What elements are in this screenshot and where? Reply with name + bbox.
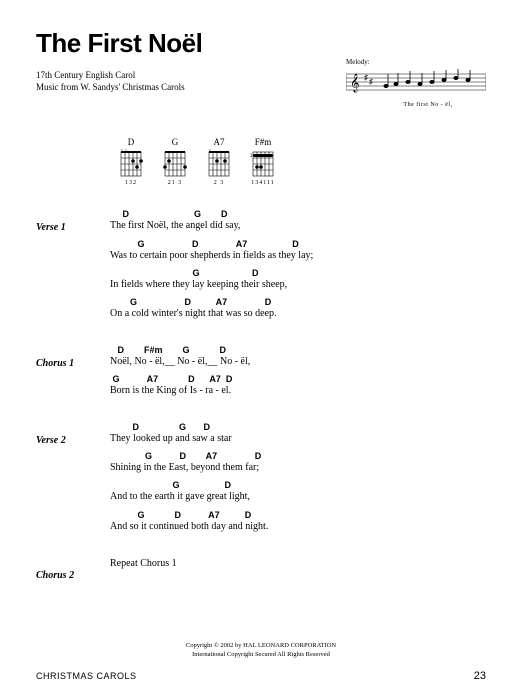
chord-row: G D (110, 269, 486, 279)
song-sections: Verse 1 D G DThe first Noël, the angel d… (36, 210, 486, 581)
chord-row: G A7 D A7 D (110, 375, 486, 385)
lyric-line: G D A7 DOn a cold winter's night that wa… (110, 298, 486, 319)
page-number: 23 (474, 670, 486, 682)
chord-diagram: G 21 3 (162, 137, 188, 186)
chord-row: G D A7 D (110, 452, 486, 462)
lyric-line: D F#m G DNoël, No - ël,__ No - ël,__ No … (110, 346, 486, 367)
lyrics-row: Shining in the East, beyond them far; (110, 462, 486, 474)
section-lines: D G DThey looked up and saw a star G D A… (110, 423, 486, 541)
chord-name: A7 (214, 137, 225, 147)
chord-row: G D (110, 481, 486, 491)
svg-text:𝄞: 𝄞 (350, 74, 359, 93)
song-section: Verse 1 D G DThe first Noël, the angel d… (36, 210, 486, 328)
chord-row: G D A7 D (110, 240, 486, 250)
footer-collection: CHRISTMAS CAROLS (36, 671, 137, 681)
chord-grid-icon: 2 (250, 149, 276, 179)
copyright-line-1: Copyright © 2002 by HAL LEONARD CORPORAT… (0, 642, 522, 651)
chord-diagram: F#m 2 134111 (250, 137, 276, 186)
lyric-line: G D A7 DShining in the East, beyond them… (110, 452, 486, 473)
section-label: Chorus 1 (36, 346, 110, 405)
lyrics-row: Repeat Chorus 1 (110, 558, 486, 570)
sheet-page: The First Noël 17th Century English Caro… (0, 0, 522, 696)
lyrics-row: On a cold winter's night that was so dee… (110, 308, 486, 320)
chord-name: D (128, 137, 135, 147)
song-title: The First Noël (36, 28, 486, 59)
chord-row: G D A7 D (110, 511, 486, 521)
chord-row: D F#m G D (110, 346, 486, 356)
svg-text:♯: ♯ (369, 77, 373, 86)
chord-fingering: 2 3 (214, 180, 225, 186)
lyrics-row: They looked up and saw a star (110, 433, 486, 445)
chord-name: G (172, 137, 179, 147)
lyric-line: G D A7 DAnd so it continued both day and… (110, 511, 486, 532)
svg-text:×: × (209, 149, 211, 152)
lyric-line: G A7 D A7 DBorn is the King of Is - ra -… (110, 375, 486, 396)
chord-row: G D A7 D (110, 298, 486, 308)
section-lines: Repeat Chorus 1 (110, 558, 486, 581)
chord-name: F#m (255, 137, 272, 147)
lyric-line: D G DThe first Noël, the angel did say, (110, 210, 486, 231)
section-label: Chorus 2 (36, 558, 110, 581)
song-section: Verse 2 D G DThey looked up and saw a st… (36, 423, 486, 541)
chord-fingering: 132 (125, 180, 137, 186)
lyric-line: G DAnd to the earth it gave great light, (110, 481, 486, 502)
chord-grid-icon: × (206, 149, 232, 179)
lyrics-row: Born is the King of Is - ra - el. (110, 385, 486, 397)
lyrics-row: And so it continued both day and night. (110, 521, 486, 533)
section-lines: D G DThe first Noël, the angel did say, … (110, 210, 486, 328)
copyright-notice: Copyright © 2002 by HAL LEONARD CORPORAT… (0, 642, 522, 660)
chord-fingering: 21 3 (168, 180, 183, 186)
lyric-line: D G DThey looked up and saw a star (110, 423, 486, 444)
chord-diagram-row: D ×× 132 G (118, 137, 486, 186)
lyric-line: G DIn fields where they lay keeping thei… (110, 269, 486, 290)
lyrics-row: In fields where they lay keeping their s… (110, 279, 486, 291)
svg-text:♯: ♯ (364, 73, 368, 82)
copyright-line-2: International Copyright Secured All Righ… (0, 651, 522, 660)
chord-fingering: 134111 (251, 180, 275, 186)
lyrics-row: Noël, No - ël,__ No - ël,__ No - ël, (110, 356, 486, 368)
section-label: Verse 2 (36, 423, 110, 541)
melody-lyrics: The first No - ël, (346, 102, 486, 108)
chord-row: D G D (110, 210, 486, 220)
chord-diagram: A7 × 2 3 (206, 137, 232, 186)
section-label: Verse 1 (36, 210, 110, 328)
lyric-line: G D A7 DWas to certain poor shepherds in… (110, 240, 486, 261)
lyric-line: Repeat Chorus 1 (110, 558, 486, 570)
song-section: Chorus 1 D F#m G DNoël, No - ël,__ No - … (36, 346, 486, 405)
page-footer: CHRISTMAS CAROLS 23 (36, 670, 486, 682)
svg-text:×: × (121, 149, 123, 152)
melody-preview: Melody: 𝄞 ♯ ♯ (346, 58, 486, 108)
melody-staff-icon: 𝄞 ♯ ♯ (346, 68, 486, 96)
chord-grid-icon: ×× (118, 149, 144, 179)
chord-row: D G D (110, 423, 486, 433)
chord-diagram: D ×× 132 (118, 137, 144, 186)
lyrics-row: Was to certain poor shepherds in fields … (110, 250, 486, 262)
song-section: Chorus 2Repeat Chorus 1 (36, 558, 486, 581)
lyrics-row: The first Noël, the angel did say, (110, 220, 486, 232)
svg-text:×: × (125, 149, 127, 152)
chord-grid-icon (162, 149, 188, 179)
svg-text:2: 2 (250, 154, 253, 159)
lyrics-row: And to the earth it gave great light, (110, 491, 486, 503)
melody-label: Melody: (346, 58, 486, 66)
section-lines: D F#m G DNoël, No - ël,__ No - ël,__ No … (110, 346, 486, 405)
